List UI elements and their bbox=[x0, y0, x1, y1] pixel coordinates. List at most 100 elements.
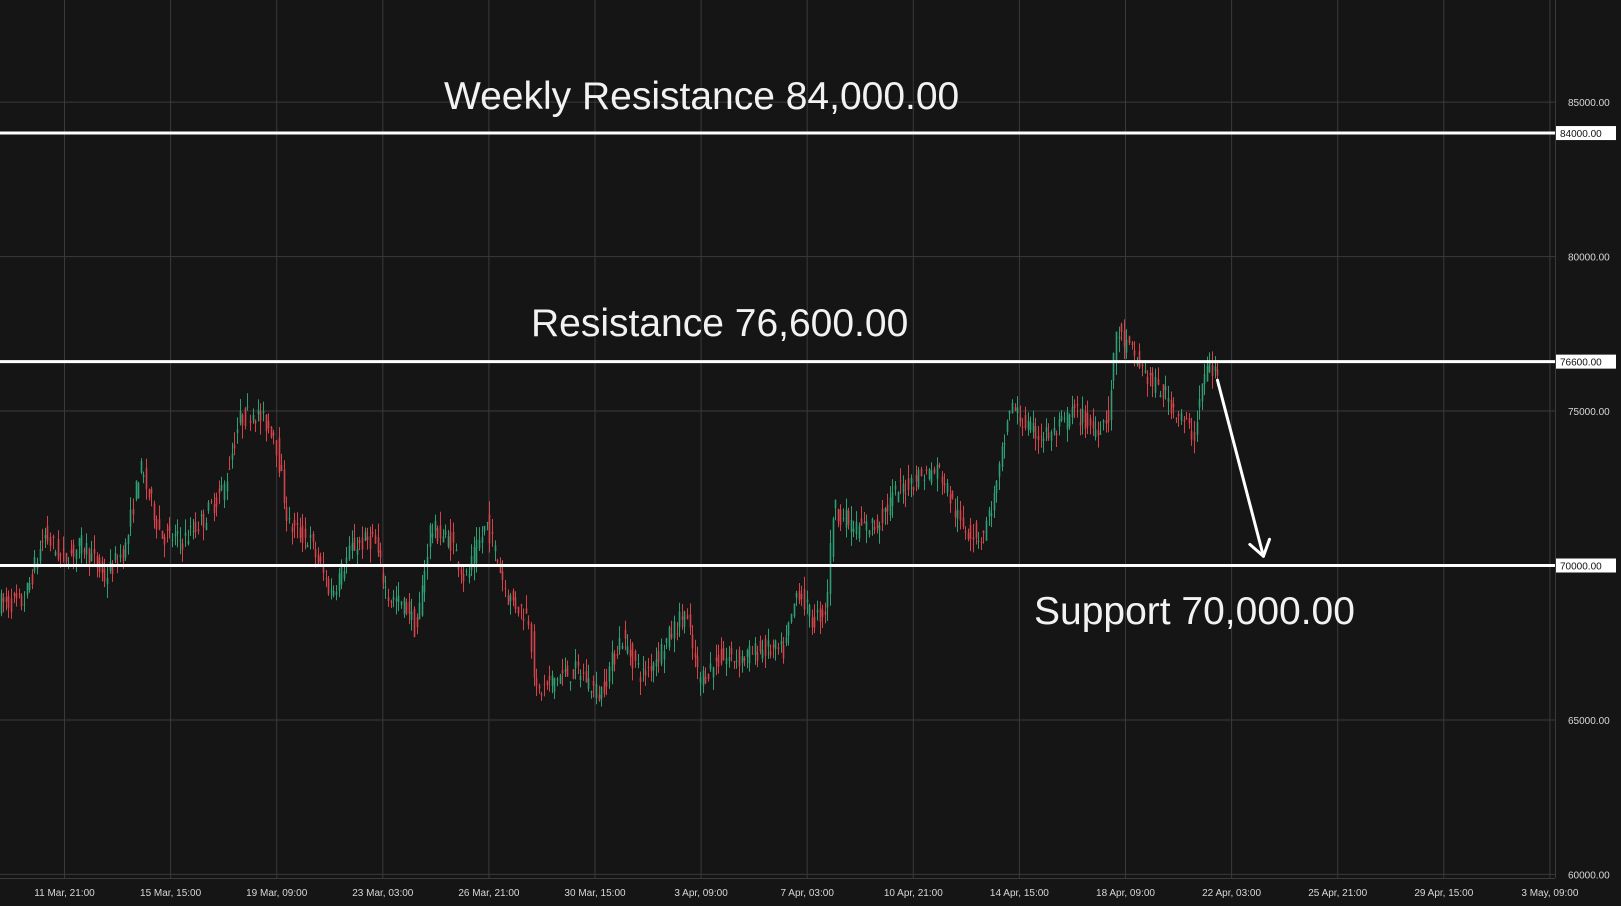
candle-body bbox=[1206, 365, 1209, 382]
candle-body bbox=[322, 565, 325, 573]
candle-body bbox=[54, 551, 57, 556]
candle-body bbox=[884, 508, 887, 512]
candle-body bbox=[304, 528, 307, 539]
candle-body bbox=[793, 603, 796, 617]
candle-body bbox=[1050, 431, 1053, 441]
candle-body bbox=[787, 622, 790, 636]
candle-body bbox=[481, 536, 484, 544]
axis-layer: 11 Mar, 21:00 15 Mar, 15:00 19 Mar, 09:00 2… bbox=[34, 0, 1610, 899]
y-tick-label: 85000.00 bbox=[1568, 98, 1610, 109]
candle-body bbox=[873, 526, 876, 530]
candle-body bbox=[358, 540, 361, 543]
candle-body bbox=[1198, 399, 1201, 408]
candle-body bbox=[1183, 419, 1186, 422]
level-tag-label: 70000.00 bbox=[1560, 562, 1602, 573]
candle-body bbox=[611, 651, 614, 671]
candle-body bbox=[1037, 435, 1040, 441]
candle-body bbox=[728, 657, 731, 661]
candle-body bbox=[618, 637, 621, 650]
candle-body bbox=[1120, 324, 1123, 332]
candle-body bbox=[579, 675, 582, 681]
candle-body bbox=[1073, 404, 1076, 408]
x-tick-label: 7 Apr, 03:00 bbox=[781, 888, 835, 899]
candle-body bbox=[767, 640, 770, 647]
x-tick-label: 15 Mar, 15:00 bbox=[140, 888, 202, 899]
candle-body bbox=[403, 598, 406, 615]
candle-body bbox=[769, 651, 772, 656]
candle-body bbox=[925, 469, 928, 471]
candle-body bbox=[720, 649, 723, 664]
candle-body bbox=[233, 445, 236, 449]
candle-body bbox=[842, 518, 845, 520]
candle-body bbox=[470, 556, 473, 571]
level-tag bbox=[1555, 126, 1616, 141]
candle-body bbox=[348, 545, 351, 560]
candle-body bbox=[1180, 412, 1183, 421]
candle-body bbox=[332, 590, 335, 596]
x-tick-label: 3 Apr, 09:00 bbox=[674, 888, 728, 899]
candle-body bbox=[681, 616, 684, 620]
candle-body bbox=[1094, 429, 1097, 438]
candle-body bbox=[1068, 414, 1071, 427]
candle-body bbox=[1034, 426, 1037, 439]
candle-body bbox=[1089, 418, 1092, 426]
candle-body bbox=[142, 475, 145, 477]
candle-body bbox=[995, 480, 998, 493]
x-tick-label: 10 Apr, 21:00 bbox=[884, 888, 943, 899]
candle-body bbox=[798, 590, 801, 601]
candle-body bbox=[514, 597, 517, 609]
candle-body bbox=[657, 651, 660, 662]
candle-body bbox=[135, 480, 138, 500]
candle-body bbox=[1060, 415, 1063, 421]
candle-body bbox=[634, 651, 637, 661]
candle-body bbox=[1149, 373, 1152, 376]
candle-body bbox=[1014, 407, 1017, 411]
level-tag bbox=[1555, 558, 1616, 573]
candle-body bbox=[725, 658, 728, 664]
candle-body bbox=[59, 554, 62, 556]
candle-body bbox=[257, 409, 260, 415]
candle-body bbox=[509, 595, 512, 602]
candle-body bbox=[865, 521, 868, 531]
candle-body bbox=[738, 649, 741, 667]
level-tag bbox=[1555, 354, 1616, 369]
candle-body bbox=[553, 677, 556, 692]
candle-body bbox=[1092, 421, 1095, 429]
candle-body bbox=[210, 501, 213, 503]
candle-body bbox=[1076, 404, 1079, 406]
candle-body bbox=[959, 510, 962, 521]
candle-body bbox=[894, 485, 897, 490]
candle-body bbox=[88, 549, 91, 564]
candle-body bbox=[161, 530, 164, 539]
candle-body bbox=[969, 524, 972, 540]
candle-body bbox=[124, 542, 127, 558]
candle-body bbox=[1175, 418, 1178, 420]
candle-body bbox=[369, 536, 372, 550]
candle-body bbox=[202, 513, 205, 528]
candle-body bbox=[730, 647, 733, 655]
candle-body bbox=[483, 525, 486, 532]
candle-body bbox=[254, 420, 257, 424]
candle-body bbox=[1157, 379, 1160, 385]
candle-body bbox=[975, 522, 978, 538]
candle-body bbox=[486, 522, 489, 524]
candle-body bbox=[595, 683, 598, 699]
candle-body bbox=[5, 597, 8, 602]
candle-body bbox=[1099, 433, 1102, 435]
candle-body bbox=[96, 555, 99, 568]
candle-body bbox=[587, 678, 590, 689]
candle-body bbox=[1185, 417, 1188, 420]
candle-body bbox=[1208, 363, 1211, 373]
candle-body bbox=[371, 531, 374, 535]
candle-body bbox=[735, 660, 738, 662]
candle-body bbox=[496, 559, 499, 562]
candle-body bbox=[137, 483, 140, 499]
candle-body bbox=[465, 570, 468, 572]
candle-body bbox=[62, 548, 65, 551]
candle-body bbox=[1172, 403, 1175, 408]
candle-body bbox=[416, 617, 419, 628]
candle-body bbox=[782, 645, 785, 659]
candle-body bbox=[754, 643, 757, 655]
candle-body bbox=[530, 624, 533, 652]
